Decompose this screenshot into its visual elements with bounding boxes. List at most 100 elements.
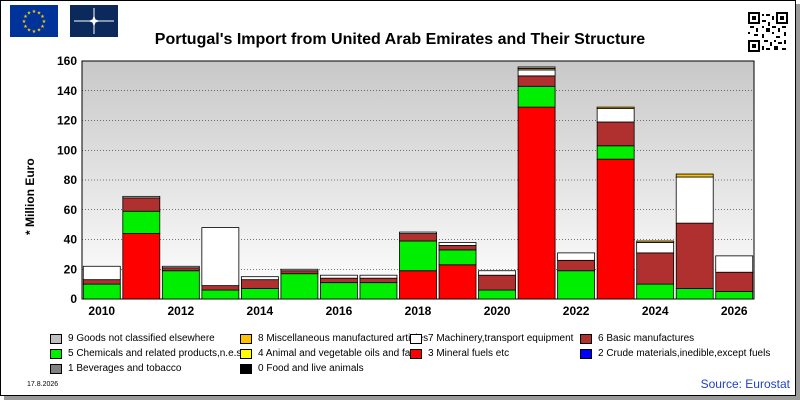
x-tick-labels: 2010 2012 2014 2016 2018 2020 2022 2024 2026 [88, 304, 747, 318]
svg-text:★: ★ [32, 9, 37, 15]
x-tick-label: 2024 [642, 304, 669, 318]
bar-segment [122, 210, 161, 234]
bar-segment [82, 283, 121, 300]
legend-label: 9 Goods not classified elsewhere [68, 333, 215, 344]
bar-segment [438, 245, 477, 251]
date-stamp: 17.8.2026 [27, 381, 59, 388]
bar-segment [161, 270, 200, 300]
legend-label: 5 Chemicals and related products,n.e.s. [68, 348, 245, 359]
nato-flag-icon [70, 5, 118, 37]
legend-label: 1 Beverages and tobacco [68, 363, 182, 374]
source-link[interactable]: Source: Eurostat [700, 377, 790, 391]
bar-segment [596, 158, 635, 300]
bar-segment [557, 270, 596, 300]
bar-segment [240, 279, 279, 289]
legend-item: 8 Miscellaneous manufactured articles [240, 333, 428, 344]
bar-segment [280, 270, 319, 275]
legend-item: 5 Chemicals and related products,n.e.s. [50, 348, 244, 359]
bar-segment [280, 273, 319, 300]
bar-segment [596, 106, 635, 110]
bar-segment [596, 121, 635, 147]
bar-segment [399, 231, 437, 234]
legend-swatch [240, 348, 252, 359]
legend-label: 4 Animal and vegetable oils and fats [258, 348, 419, 359]
legend-label: 7 Machinery,transport equipment [428, 333, 574, 344]
legend-swatch [50, 363, 62, 374]
bar-segment [715, 291, 754, 300]
legend-swatch [580, 333, 592, 344]
x-tick-label: 2012 [167, 304, 194, 318]
bar-segment [122, 195, 161, 199]
legend-item: 9 Goods not classified elsewhere [50, 333, 215, 344]
bar-segment [359, 282, 398, 300]
chart-title: Portugal's Import from United Arab Emira… [154, 31, 646, 48]
svg-text:★: ★ [23, 14, 28, 20]
x-tick-label: 2014 [247, 304, 274, 318]
legend-label: 3 Mineral fuels etc [428, 348, 510, 359]
legend-swatch [240, 333, 252, 344]
bar-segment [675, 288, 714, 300]
bar-segment [438, 249, 477, 266]
svg-text:★: ★ [42, 19, 47, 25]
y-tick-labels: 0 20 40 60 80 100 120 140 160 [57, 54, 77, 306]
legend-label: 0 Food and live animals [258, 363, 364, 374]
legend-swatch [240, 363, 252, 374]
legend-item: 4 Animal and vegetable oils and fats [240, 348, 418, 359]
svg-text:★: ★ [27, 28, 32, 34]
legend-item: 6 Basic manufactures [580, 333, 694, 344]
bar-segment [438, 242, 477, 246]
y-tick-label: 140 [57, 84, 77, 98]
svg-text:★: ★ [23, 24, 28, 30]
x-tick-label: 2018 [405, 304, 432, 318]
svg-text:★: ★ [27, 11, 32, 17]
bar-segment [438, 264, 477, 300]
svg-text:★: ★ [37, 11, 42, 17]
bar-segment [557, 259, 596, 272]
bar-segment [636, 242, 675, 254]
bar-segment [478, 274, 516, 291]
bar-segment [201, 289, 240, 300]
bar-segment [636, 283, 675, 300]
bar-segment [557, 252, 596, 261]
bar-segment [201, 227, 240, 287]
bar-segment [596, 145, 635, 160]
svg-text:★: ★ [32, 29, 37, 35]
qr-code-icon [748, 12, 788, 52]
bar-segment [161, 267, 200, 272]
bar-segment [359, 274, 398, 279]
bar-segment [517, 106, 556, 300]
legend-swatch [410, 333, 422, 344]
bar-segment [122, 197, 161, 212]
y-tick-label: 20 [64, 262, 78, 276]
bar-segment [240, 288, 279, 300]
legend-label: 6 Basic manufactures [598, 333, 695, 344]
bar-segment [715, 271, 754, 292]
x-tick-label: 2010 [88, 304, 115, 318]
bar-segment [399, 270, 437, 300]
y-tick-label: 160 [57, 54, 77, 68]
legend-swatch [580, 348, 592, 359]
bar-segment [517, 85, 556, 108]
svg-text:★: ★ [22, 19, 27, 25]
svg-text:★: ★ [40, 24, 45, 30]
bar-segment [161, 265, 200, 269]
bar-segment [596, 108, 635, 123]
legend-label: 2 Crude materials,inedible,except fuels [598, 348, 771, 359]
bars [82, 66, 754, 300]
y-tick-label: 40 [64, 233, 78, 247]
legend-item: 0 Food and live animals [240, 363, 364, 374]
bar-segment [201, 285, 240, 291]
x-tick-label: 2016 [326, 304, 353, 318]
y-tick-label: 0 [70, 292, 77, 306]
bar-segment [399, 233, 437, 242]
x-tick-label: 2020 [484, 304, 511, 318]
bar-segment [320, 274, 358, 279]
bar-segment [675, 222, 714, 289]
legend-item: 2 Crude materials,inedible,except fuels [580, 348, 770, 359]
svg-text:★: ★ [37, 28, 42, 34]
svg-text:★: ★ [40, 14, 45, 20]
legend-item: 1 Beverages and tobacco [50, 363, 181, 374]
bar-segment [399, 240, 437, 272]
bar-segment [636, 240, 675, 243]
